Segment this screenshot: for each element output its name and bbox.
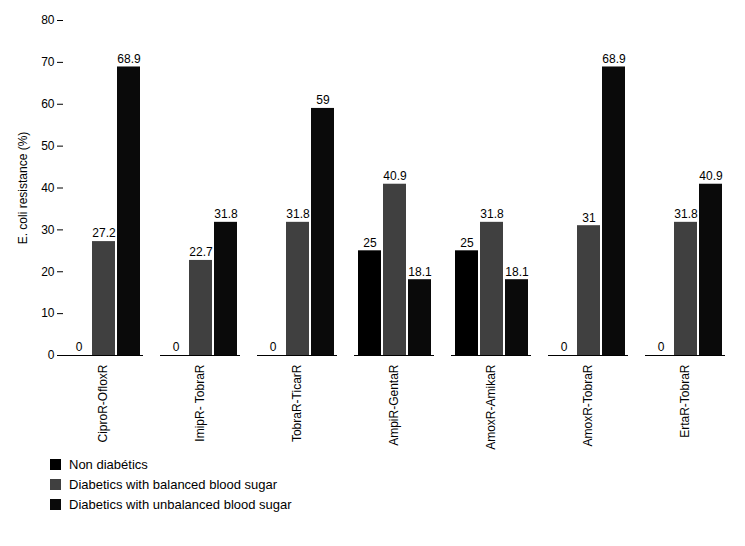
svg-text:40.9: 40.9 — [699, 169, 723, 183]
svg-text:18.1: 18.1 — [408, 265, 432, 279]
svg-text:31.8: 31.8 — [480, 207, 504, 221]
svg-text:68.9: 68.9 — [117, 52, 141, 66]
svg-text:22.7: 22.7 — [189, 245, 213, 259]
svg-text:E. coli resistance (%): E. coli resistance (%) — [16, 132, 30, 245]
svg-text:0: 0 — [48, 348, 55, 362]
svg-text:ImipR- TobraR: ImipR- TobraR — [193, 364, 207, 441]
html-text:Diabetics with unbalanced bloo: Diabetics with unbalanced blood sugar — [69, 496, 292, 512]
svg-text:AmoxR-AmikaR: AmoxR-AmikaR — [484, 364, 498, 450]
svg-text:AmoxR-TobraR: AmoxR-TobraR — [581, 364, 595, 446]
svg-text:70: 70 — [41, 55, 55, 69]
svg-text:80: 80 — [41, 13, 55, 27]
svg-text:ErtaR-TobraR: ErtaR-TobraR — [678, 364, 692, 438]
svg-text:31.8: 31.8 — [674, 207, 698, 221]
svg-text:AmpiR-GentaR: AmpiR-GentaR — [387, 364, 401, 446]
svg-text:0: 0 — [561, 340, 568, 354]
html-text:Non diabétics: Non diabétics — [69, 456, 148, 472]
svg-text:0: 0 — [658, 340, 665, 354]
svg-text:0: 0 — [76, 340, 83, 354]
svg-text:25: 25 — [460, 236, 474, 250]
svg-text:59: 59 — [316, 93, 330, 107]
svg-text:25: 25 — [363, 236, 377, 250]
svg-text:0: 0 — [173, 340, 180, 354]
svg-text:20: 20 — [41, 265, 55, 279]
svg-text:10: 10 — [41, 306, 55, 320]
svg-text:27.2: 27.2 — [92, 226, 116, 240]
svg-text:40: 40 — [41, 181, 55, 195]
svg-text:18.1: 18.1 — [505, 265, 529, 279]
svg-text:TobraR-TicarR: TobraR-TicarR — [290, 364, 304, 442]
svg-text:30: 30 — [41, 223, 55, 237]
svg-text:60: 60 — [41, 97, 55, 111]
svg-text:40.9: 40.9 — [383, 169, 407, 183]
svg-text:0: 0 — [270, 340, 277, 354]
svg-text:68.9: 68.9 — [602, 52, 626, 66]
svg-text:CiproR-OfloxR: CiproR-OfloxR — [96, 364, 110, 442]
html-text:Diabetics with balanced blood: Diabetics with balanced blood sugar — [69, 476, 278, 492]
svg-text:31: 31 — [582, 211, 596, 225]
svg-text:50: 50 — [41, 139, 55, 153]
svg-text:31.8: 31.8 — [286, 207, 310, 221]
svg-text:31.8: 31.8 — [214, 207, 238, 221]
